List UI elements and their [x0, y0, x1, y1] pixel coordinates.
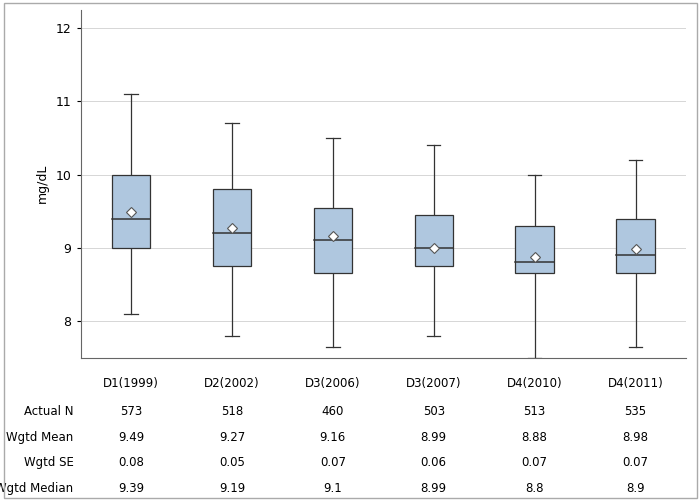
Text: 9.39: 9.39 — [118, 482, 144, 495]
Text: 460: 460 — [321, 405, 344, 418]
Text: D4(2010): D4(2010) — [507, 376, 562, 390]
Text: 9.19: 9.19 — [218, 482, 245, 495]
Text: 535: 535 — [624, 405, 647, 418]
Text: D1(1999): D1(1999) — [103, 376, 159, 390]
Bar — [414, 215, 453, 266]
Text: Wgtd Mean: Wgtd Mean — [6, 431, 74, 444]
Text: 9.16: 9.16 — [320, 431, 346, 444]
Text: 513: 513 — [524, 405, 546, 418]
Text: 8.99: 8.99 — [421, 482, 447, 495]
Bar — [314, 208, 352, 274]
Text: 8.9: 8.9 — [626, 482, 645, 495]
Text: 0.07: 0.07 — [320, 456, 346, 469]
Text: 0.05: 0.05 — [219, 456, 245, 469]
Text: 503: 503 — [423, 405, 445, 418]
Text: 9.27: 9.27 — [218, 431, 245, 444]
Text: 9.49: 9.49 — [118, 431, 144, 444]
Text: 0.06: 0.06 — [421, 456, 447, 469]
Text: 0.07: 0.07 — [522, 456, 547, 469]
Text: 518: 518 — [220, 405, 243, 418]
Bar — [213, 189, 251, 266]
Text: 0.08: 0.08 — [118, 456, 144, 469]
Text: D4(2011): D4(2011) — [608, 376, 664, 390]
Text: 9.1: 9.1 — [323, 482, 342, 495]
Bar — [112, 174, 150, 248]
Bar — [617, 218, 655, 274]
Y-axis label: mg/dL: mg/dL — [36, 164, 49, 203]
Text: Wgtd SE: Wgtd SE — [24, 456, 74, 469]
Bar — [515, 226, 554, 274]
Text: 573: 573 — [120, 405, 142, 418]
Text: 8.98: 8.98 — [622, 431, 648, 444]
Text: 0.07: 0.07 — [622, 456, 648, 469]
Text: 8.99: 8.99 — [421, 431, 447, 444]
Text: 8.88: 8.88 — [522, 431, 547, 444]
Text: Actual N: Actual N — [24, 405, 74, 418]
Text: D3(2006): D3(2006) — [305, 376, 360, 390]
Text: 8.8: 8.8 — [526, 482, 544, 495]
Text: D3(2007): D3(2007) — [406, 376, 461, 390]
Text: D2(2002): D2(2002) — [204, 376, 260, 390]
Text: Wgtd Median: Wgtd Median — [0, 482, 74, 495]
